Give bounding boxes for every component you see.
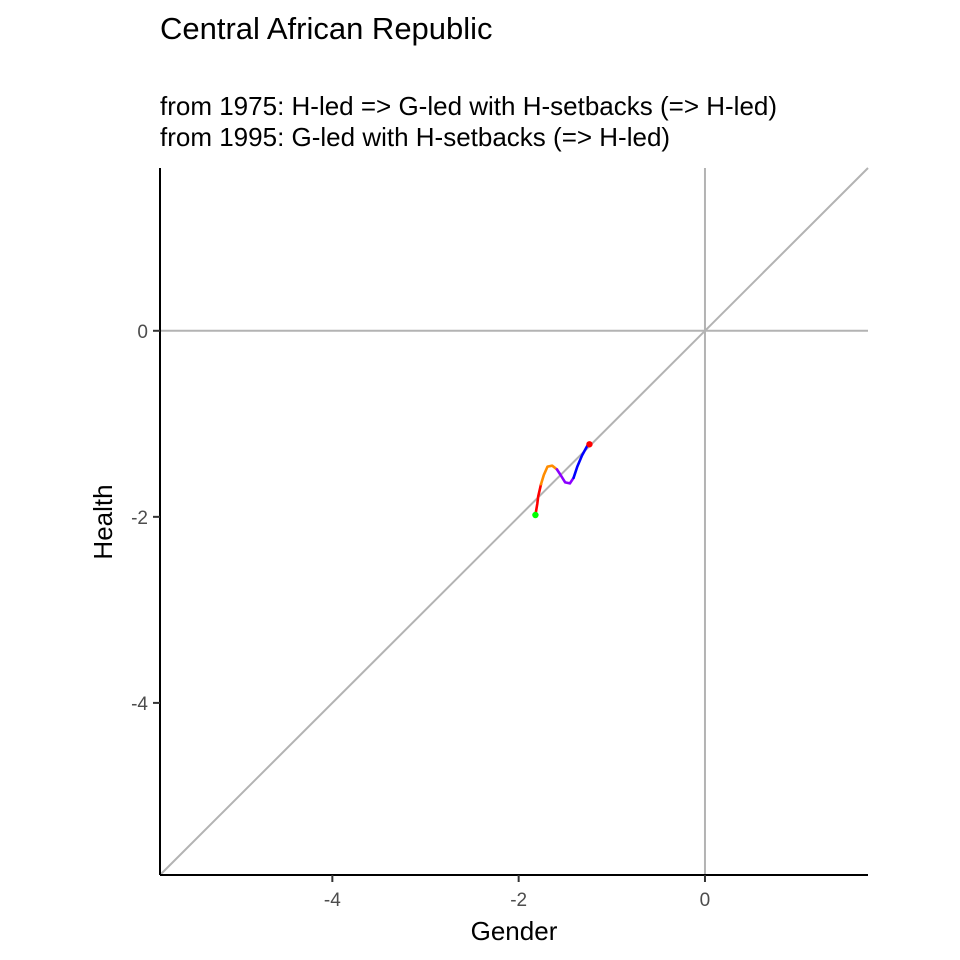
reference-lines (159, 167, 869, 876)
trajectory (532, 441, 593, 519)
trajectory-segment-2 (539, 464, 559, 486)
ticks: -4 -2 0 0 -2 -4 (131, 322, 710, 911)
x-tick-label: 0 (700, 890, 711, 911)
chart-title: Central African Republic (160, 11, 493, 46)
trajectory-segment-1 (534, 482, 543, 517)
axes (159, 168, 868, 876)
end-point (586, 441, 593, 448)
trajectory-segment-4 (572, 443, 589, 480)
y-tick-label: 0 (137, 322, 148, 343)
start-point (532, 511, 539, 519)
x-tick-label: -2 (510, 890, 527, 911)
chart-subtitle-line-2: from 1995: G-led with H-setbacks (=> H-l… (160, 122, 671, 152)
y-axis-title: Health (88, 484, 118, 559)
y-tick-label: -4 (131, 694, 148, 715)
x-axis-title: Gender (471, 916, 558, 946)
y-tick-label: -2 (131, 508, 148, 529)
x-tick-label: -4 (324, 890, 341, 911)
chart-subtitle-line-1: from 1975: H-led => G-led with H-setback… (160, 91, 778, 121)
diagonal-line (159, 167, 869, 876)
trajectory-segment-3 (555, 468, 575, 485)
